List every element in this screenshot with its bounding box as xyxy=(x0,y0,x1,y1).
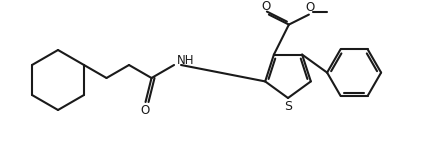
Text: O: O xyxy=(305,1,315,14)
Text: O: O xyxy=(140,104,149,116)
Text: O: O xyxy=(261,0,270,13)
Text: NH: NH xyxy=(177,54,194,68)
Text: S: S xyxy=(284,100,292,113)
